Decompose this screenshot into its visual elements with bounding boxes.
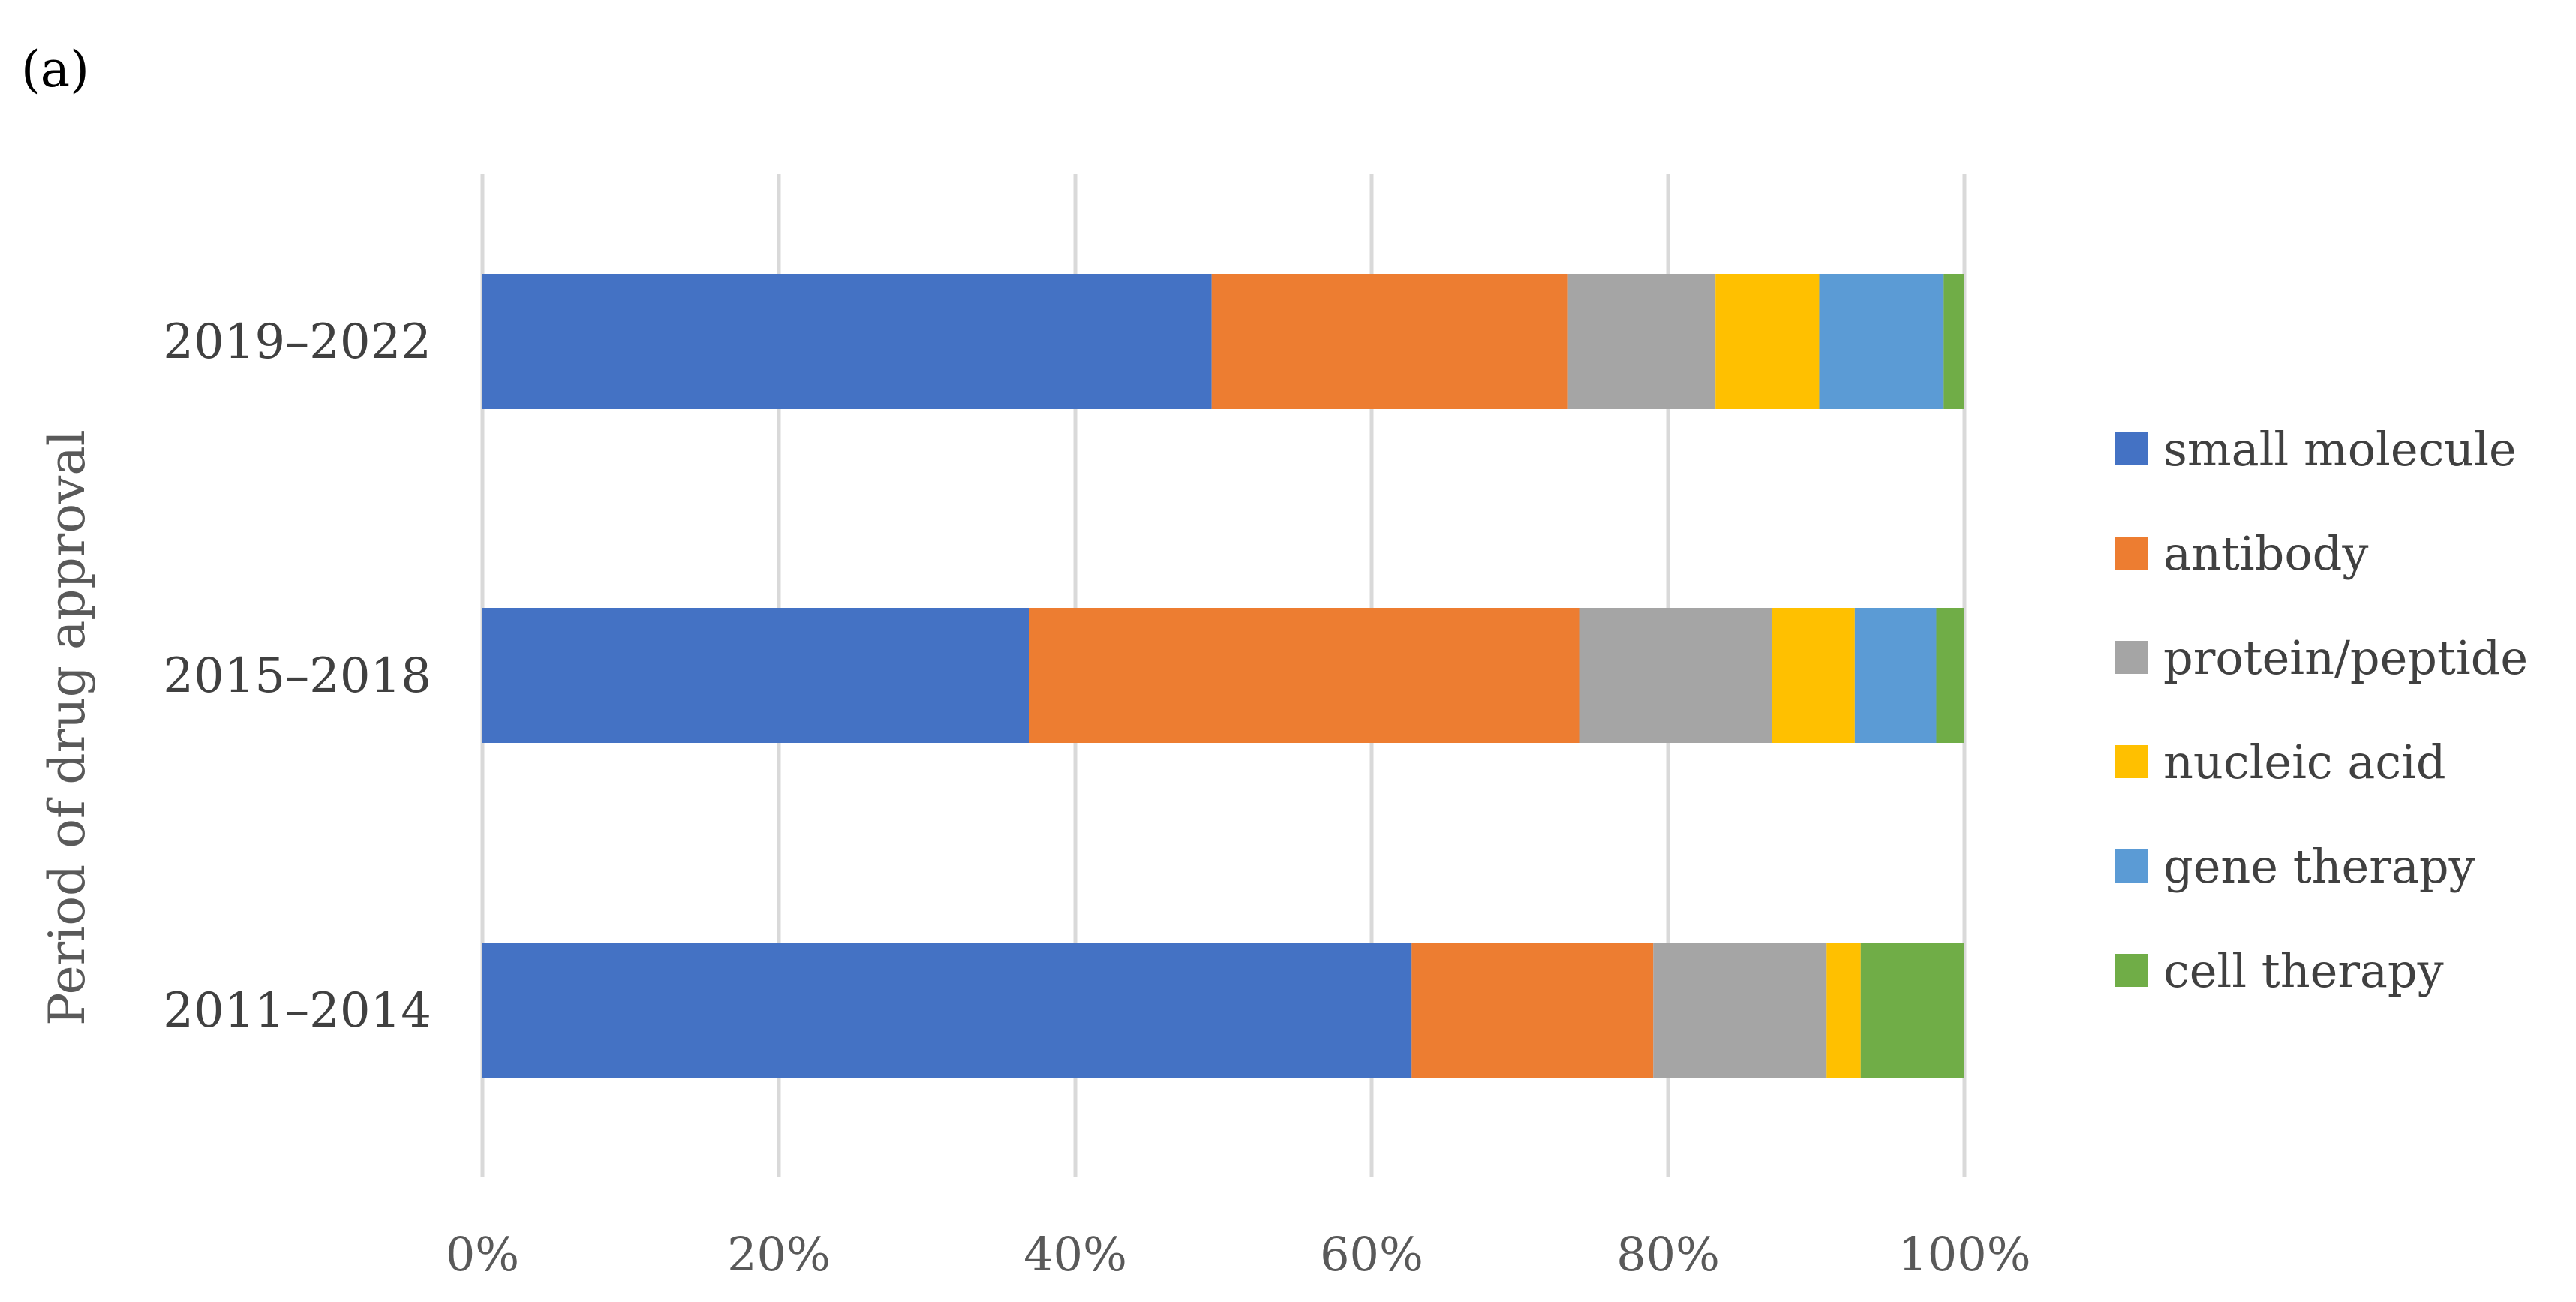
legend-swatch (2115, 537, 2148, 570)
bar-segment (1943, 274, 1964, 409)
bar-segment (1772, 608, 1855, 743)
bar-segment (1819, 274, 1944, 409)
bar-segment (1029, 608, 1580, 743)
legend: small molecule antibody protein/peptide nuc… (2115, 422, 2528, 998)
bar-segment (1715, 274, 1820, 409)
y-axis-title: Period of drug approval (38, 430, 96, 1026)
bar-segment (1567, 274, 1716, 409)
x-tick-label: 60% (1320, 1227, 1423, 1282)
category-labels: 2019–2022 2015–2018 2011–2014 (163, 314, 431, 1039)
legend-swatch (2115, 954, 2148, 987)
x-tick-label: 80% (1616, 1227, 1720, 1282)
bar-segment (1936, 608, 1964, 743)
bar-segment (482, 274, 1212, 409)
bar-segment (1653, 943, 1827, 1078)
bar-segment (1211, 274, 1568, 409)
legend-label: gene therapy (2163, 839, 2475, 894)
bar-segment (1411, 943, 1654, 1078)
bar-segment (1854, 608, 1937, 743)
bar-segment (1860, 943, 1964, 1078)
x-tick-label: 0% (446, 1227, 519, 1282)
category-label: 2015–2018 (163, 648, 431, 704)
category-label: 2011–2014 (163, 983, 431, 1039)
legend-swatch (2115, 641, 2148, 674)
category-label: 2019–2022 (163, 314, 431, 370)
bar-segment (1826, 943, 1861, 1078)
legend-swatch (2115, 432, 2148, 465)
legend-label: antibody (2163, 526, 2368, 581)
legend-label: nucleic acid (2163, 735, 2446, 789)
legend-label: protein/peptide (2163, 630, 2528, 685)
x-tick-label: 100% (1898, 1227, 2030, 1282)
x-tick-label: 20% (727, 1227, 831, 1282)
legend-swatch (2115, 849, 2148, 883)
legend-label: small molecule (2163, 422, 2517, 477)
legend-label: cell therapy (2163, 943, 2444, 998)
bars (482, 274, 1964, 1078)
bar-segment (1579, 608, 1772, 743)
bar-segment (482, 943, 1412, 1078)
x-tick-labels: 0% 20% 40% 60% 80% 100% (446, 1227, 2031, 1282)
legend-swatch (2115, 745, 2148, 778)
bar-segment (482, 608, 1029, 743)
panel-label: (a) (21, 41, 89, 98)
x-tick-label: 40% (1023, 1227, 1127, 1282)
